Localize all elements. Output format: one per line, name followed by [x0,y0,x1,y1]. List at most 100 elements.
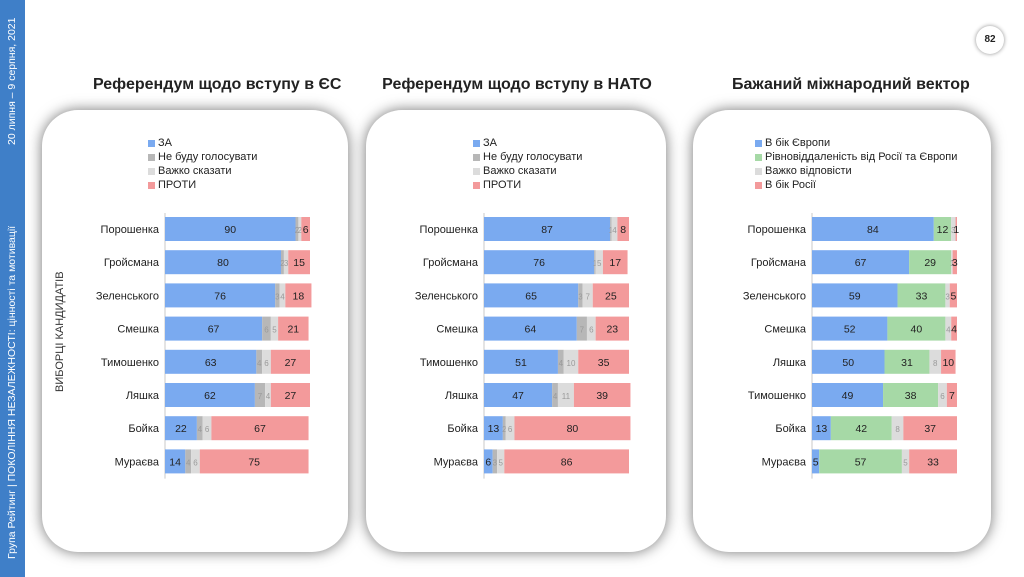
bar-segment [812,416,831,441]
data-label: 62 [204,390,216,402]
bar-segment [573,383,631,407]
data-label: 33 [916,290,928,302]
legend-swatch [755,181,762,189]
legend-item: Важко сказати [473,164,582,178]
data-label: 4 [280,292,285,301]
bar-segment [909,250,952,275]
data-label: 1 [953,224,959,236]
data-label: 3 [493,458,498,467]
legend-item: Не буду голосувати [473,150,582,164]
legend-swatch [473,167,480,175]
data-label: 25 [605,290,617,302]
bar-segment [270,349,310,374]
bar-segment [563,349,579,374]
bar-segment [586,316,596,341]
legend-swatch [148,153,155,161]
data-label: 90 [224,224,236,236]
page-number: 82 [976,26,1004,54]
legend-swatch [755,153,762,161]
data-label: 33 [927,456,939,468]
legend-label: В бік Росії [765,179,816,191]
bar-segment [262,349,271,374]
data-label: 67 [855,257,867,269]
data-label: 11 [562,392,571,401]
bar-segment [211,416,309,441]
chart-title-vector: Бажаний міжнародний вектор [732,76,970,93]
bar-segment [594,250,596,275]
bar-segment [281,250,284,275]
data-label: 8 [933,359,938,368]
legend-item: Важко сказати [148,164,257,178]
chart-title-nato: Референдум щодо вступу в НАТО [382,76,652,93]
data-label: 3 [284,259,289,268]
bar-segment [955,217,957,241]
bar-segment [883,383,939,407]
data-label: 5 [272,326,277,335]
bar-segment [484,217,611,241]
data-label: 76 [533,257,545,269]
legend-item: В бік Європи [755,136,957,150]
bar-segment [484,349,558,374]
legend: В бік Європи Рівновіддаленість від Росії … [755,136,957,192]
data-label: 23 [606,324,618,336]
bar-segment [946,383,957,407]
category-label: Мураєва [434,456,479,468]
sidebar: Група Рейтинг | ПОКОЛІННЯ НЕЗАЛЕЖНОСТІ: … [0,0,25,577]
bar-segment [552,383,558,407]
data-label: 80 [217,257,229,269]
bar-segment [514,416,631,441]
data-label: 2 [295,226,300,235]
category-label: Гройсмана [104,257,160,269]
bar-segment [952,250,957,275]
data-label: 18 [293,290,305,302]
bar-segment [262,316,271,341]
bar-segment [951,217,956,241]
legend-label: В бік Європи [765,137,831,149]
bar-segment [279,283,286,308]
bar-segment [595,250,603,275]
bar-segment [592,283,629,308]
bar-segment [610,217,612,241]
legend-swatch [755,139,762,147]
data-label: 6 [303,224,309,236]
legend-swatch [148,139,155,147]
bar-segment [951,316,957,341]
legend-item: Не буду голосувати [148,150,257,164]
data-label: 27 [285,357,297,369]
bar-segment [909,449,957,474]
data-label: 67 [208,324,220,336]
category-label: Тимошенко [420,357,478,369]
category-label: Смешка [436,324,479,336]
legend-item: ЗА [148,136,257,150]
data-label: 2 [298,226,303,235]
bar-segment [298,217,302,241]
bar-segment [582,283,593,308]
legend-item: ПРОТИ [148,178,257,192]
data-label: 80 [567,423,579,435]
bar-segment [933,217,952,241]
bar-segment [812,449,820,474]
data-label: 31 [901,357,913,369]
data-label: 21 [287,324,299,336]
bar-segment [576,316,587,341]
bar-segment [505,416,515,441]
data-label: 52 [844,324,856,336]
bar-segment [256,349,263,374]
chart-title-eu: Референдум щодо вступу в ЄС [93,76,342,93]
bar-segment [295,217,299,241]
data-label: 6 [264,326,269,335]
data-label: 63 [205,357,217,369]
legend-label: ЗА [158,137,172,149]
legend-item: Рівновіддаленість від Росії та Європи [755,150,957,164]
bar-segment [484,250,595,275]
bar-segment [602,250,628,275]
category-label: Порошенка [420,224,479,236]
bar-segment [196,416,203,441]
data-label: 50 [842,357,854,369]
bar-segment [887,316,946,341]
bar-segment [949,283,957,308]
bar-segment [929,349,942,374]
bar-segment [270,383,310,407]
